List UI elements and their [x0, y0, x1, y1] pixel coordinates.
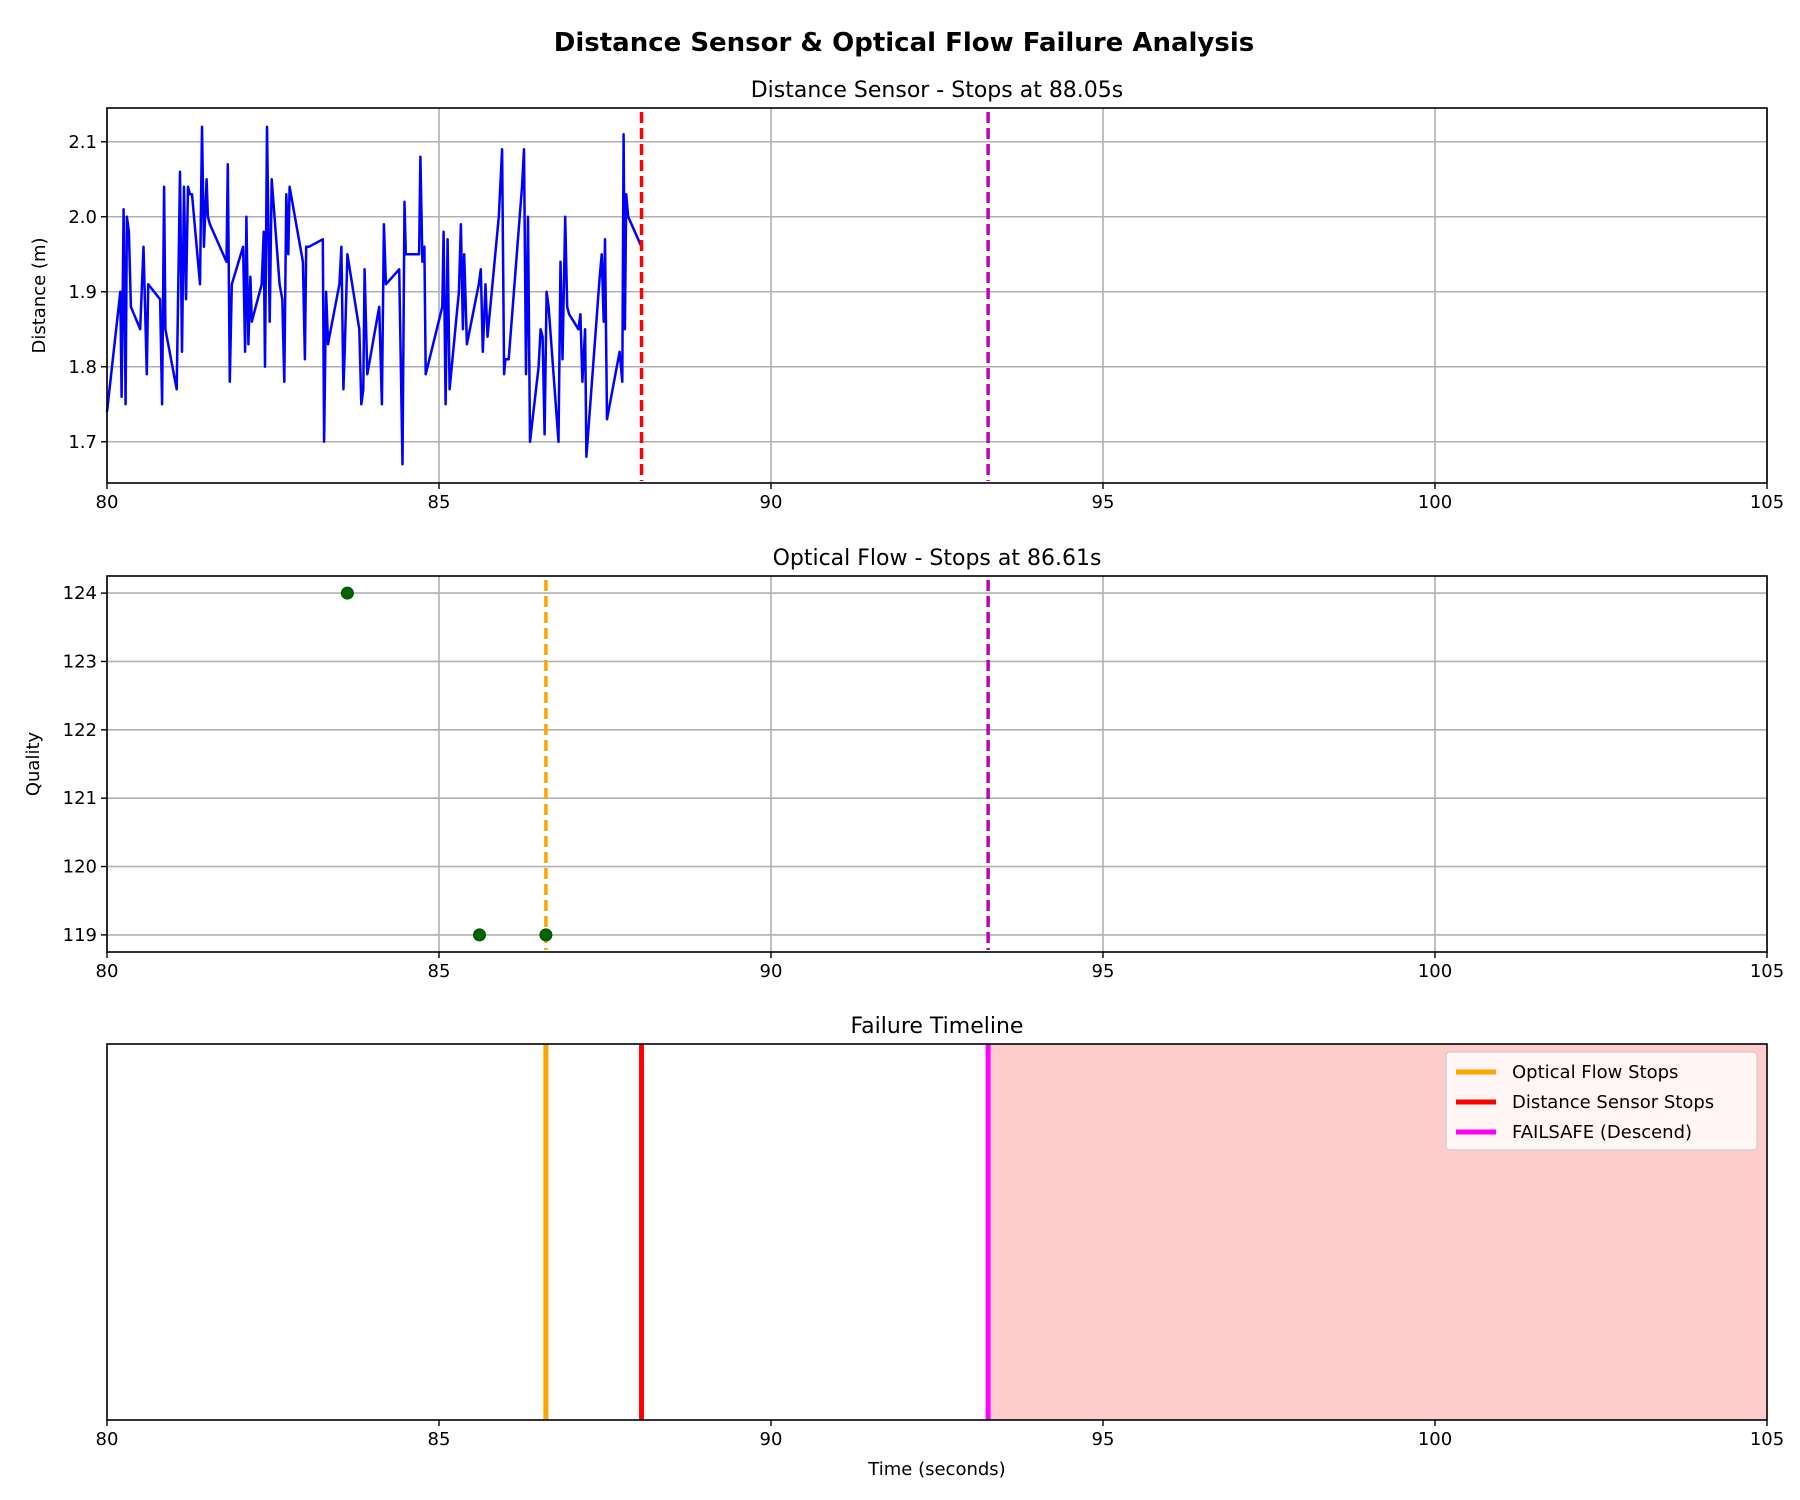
- x-tick-label: 95: [1092, 1429, 1115, 1450]
- y-tick-label: 1.9: [68, 282, 97, 303]
- y-tick-label: 119: [63, 925, 97, 946]
- y-tick-label: 120: [63, 857, 97, 878]
- flow-quality-point: [340, 586, 354, 600]
- x-tick-label: 105: [1750, 492, 1784, 513]
- y-tick-label: 1.7: [68, 432, 97, 453]
- flow-quality-point: [539, 928, 553, 942]
- y-tick-label: 122: [63, 720, 97, 741]
- panel-2: 80 85 90 95 100 105 119 120 121 122 123 124 Optical …: [23, 546, 1784, 982]
- x-tick-label: 90: [760, 961, 783, 982]
- x-tick-label: 90: [760, 1429, 783, 1450]
- y-axis-label: Distance (m): [29, 237, 50, 353]
- legend-box: [1445, 1051, 1758, 1151]
- x-tick-label: 80: [96, 1429, 119, 1450]
- x-tick-label: 100: [1418, 961, 1452, 982]
- distance-series-line: [105, 125, 643, 466]
- y-axis-label: Quality: [23, 731, 44, 796]
- x-tick-label: 105: [1750, 961, 1784, 982]
- x-tick-label: 85: [428, 492, 451, 513]
- figure-title: Distance Sensor & Optical Flow Failure A…: [554, 28, 1254, 58]
- x-tick-label: 80: [96, 492, 119, 513]
- y-tick-label: 2.0: [68, 207, 97, 228]
- y-tick-label: 124: [63, 583, 97, 604]
- legend-label: Distance Sensor Stops: [1512, 1092, 1714, 1113]
- panel-1: 80 85 90 95 100 105 1.7 1.8 1.9 2.0 2.1 Distance Se…: [29, 78, 1784, 513]
- x-tick-label: 95: [1092, 961, 1115, 982]
- x-axis-label: Time (seconds): [867, 1459, 1005, 1480]
- y-tick-label: 1.8: [68, 357, 97, 378]
- axes-frame: [106, 575, 1768, 953]
- x-tick-label: 85: [428, 961, 451, 982]
- x-tick-label: 90: [760, 492, 783, 513]
- legend-label: FAILSAFE (Descend): [1512, 1122, 1692, 1143]
- y-tick-label: 2.1: [68, 132, 97, 153]
- y-tick-label: 121: [63, 788, 97, 809]
- y-tick-label: 123: [63, 651, 97, 672]
- axes-frame: [106, 1043, 1768, 1421]
- panel-3: 80 85 90 95 100 105 Failure Timeline Time (seco…: [96, 1014, 1785, 1480]
- panels: 80 85 90 95 100 105 1.7 1.8 1.9 2.0 2.1 Distance Se…: [23, 78, 1784, 1480]
- panel-title: Distance Sensor - Stops at 88.05s: [751, 78, 1124, 103]
- panel-title: Failure Timeline: [851, 1014, 1024, 1039]
- axes-frame: [106, 107, 1768, 484]
- x-tick-label: 100: [1418, 492, 1452, 513]
- panel-title: Optical Flow - Stops at 86.61s: [773, 546, 1102, 571]
- legend: Optical Flow Stops Distance Sensor Stops F…: [1445, 1051, 1758, 1151]
- x-tick-label: 85: [428, 1429, 451, 1450]
- x-tick-label: 80: [96, 961, 119, 982]
- x-tick-label: 105: [1750, 1429, 1784, 1450]
- x-tick-label: 95: [1092, 492, 1115, 513]
- flow-quality-point: [473, 928, 487, 942]
- x-tick-label: 100: [1418, 1429, 1452, 1450]
- legend-label: Optical Flow Stops: [1512, 1062, 1678, 1083]
